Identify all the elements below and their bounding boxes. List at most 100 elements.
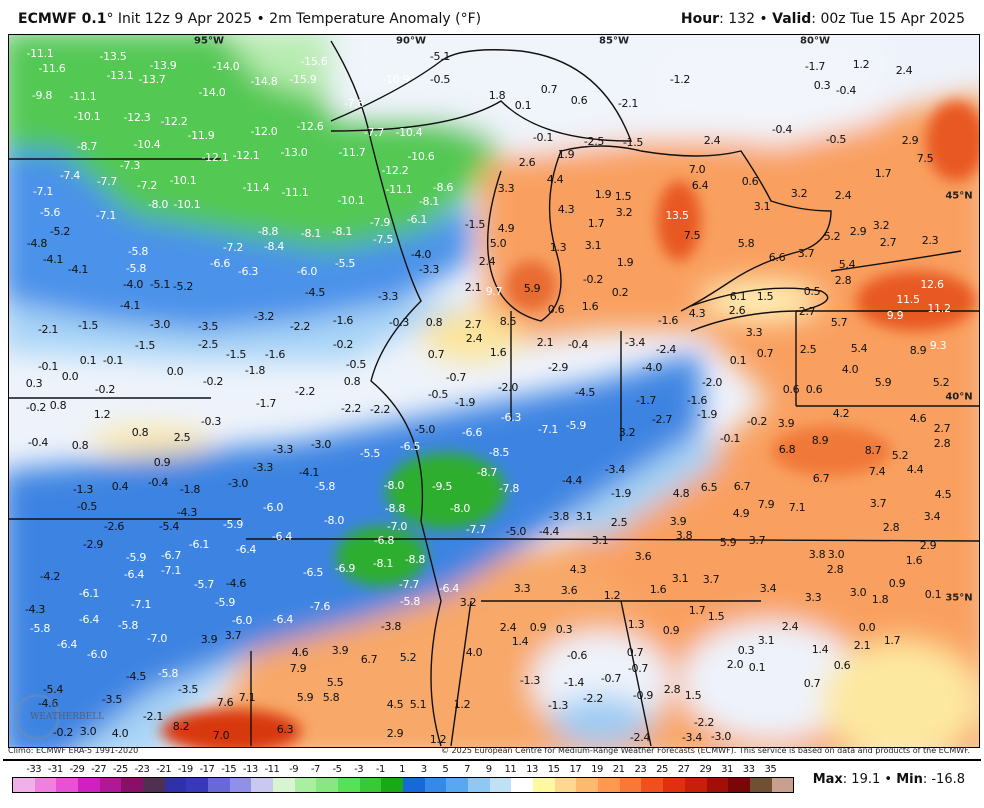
- anomaly-value-label: -7.1: [95, 209, 117, 222]
- anomaly-value-label: -5.8: [29, 622, 51, 635]
- anomaly-value-label: 0.7: [803, 677, 821, 690]
- colorbar-swatch: [641, 778, 664, 792]
- anomaly-value-label: -1.8: [179, 483, 201, 496]
- anomaly-value-label: -5.6: [39, 206, 61, 219]
- anomaly-value-label: 1.2: [453, 698, 471, 711]
- anomaly-value-label: 4.8: [672, 487, 690, 500]
- colorbar-tick-label: -13: [242, 764, 258, 775]
- anomaly-value-label: -0.2: [582, 273, 604, 286]
- divider: [3, 759, 981, 761]
- anomaly-value-label: -4.4: [538, 525, 560, 538]
- graticule-label: 85°W: [599, 35, 629, 47]
- anomaly-value-label: -7.3: [119, 159, 141, 172]
- colorbar-tick-label: 21: [612, 764, 625, 775]
- anomaly-value-label: -6.3: [237, 265, 259, 278]
- anomaly-value-label: -0.2: [202, 375, 224, 388]
- anomaly-value-label: -4.1: [67, 263, 89, 276]
- anomaly-value-label: 1.6: [581, 300, 599, 313]
- anomaly-value-label: -2.1: [37, 323, 59, 336]
- colorbar-swatch: [403, 778, 425, 792]
- anomaly-value-label: 1.5: [614, 190, 632, 203]
- colorbar-tick-label: 3: [420, 764, 427, 775]
- colorbar-tick-label: 23: [634, 764, 647, 775]
- anomaly-value-label: -12.2: [381, 164, 409, 177]
- anomaly-value-label: 7.6: [216, 696, 234, 709]
- anomaly-value-label: -4.3: [24, 603, 46, 616]
- anomaly-value-label: -12.2: [160, 115, 188, 128]
- anomaly-value-label: -4.5: [125, 670, 147, 683]
- anomaly-value-label: -0.4: [771, 123, 793, 136]
- anomaly-value-label: -4.5: [574, 386, 596, 399]
- graticule-label: 40°N: [945, 391, 973, 403]
- anomaly-value-label: 2.9: [919, 539, 937, 552]
- anomaly-value-label: -5.8: [117, 619, 139, 632]
- anomaly-value-label: -8.1: [300, 227, 322, 240]
- anomaly-value-label: 1.6: [905, 554, 923, 567]
- hour-value: : 132 •: [719, 11, 773, 27]
- colorbar-swatch: [533, 778, 555, 792]
- anomaly-value-label: -10.1: [73, 110, 101, 123]
- anomaly-value-label: -1.2: [669, 73, 691, 86]
- anomaly-value-label: 2.9: [386, 727, 404, 740]
- anomaly-value-label: -0.2: [332, 338, 354, 351]
- anomaly-value-label: -2.1: [142, 710, 164, 723]
- anomaly-value-label: 1.9: [616, 256, 634, 269]
- anomaly-value-label: -6.0: [86, 648, 108, 661]
- anomaly-value-label: 3.1: [584, 239, 602, 252]
- anomaly-value-label: 1.9: [557, 148, 575, 161]
- anomaly-value-label: 0.9: [662, 624, 680, 637]
- anomaly-value-label: -1.9: [610, 487, 632, 500]
- anomaly-value-label: 1.4: [811, 643, 829, 656]
- anomaly-value-label: -0.2: [746, 415, 768, 428]
- anomaly-value-label: -7.7: [465, 523, 487, 536]
- anomaly-value-label: -12.1: [232, 149, 260, 162]
- anomaly-value-label: -3.8: [380, 620, 402, 633]
- colorbar-tick-label: -9: [289, 764, 299, 775]
- anomaly-value-label: -8.8: [257, 225, 279, 238]
- anomaly-value-label: -1.3: [519, 674, 541, 687]
- anomaly-value-label: 0.6: [833, 659, 851, 672]
- anomaly-value-label: 6.4: [691, 179, 709, 192]
- copyright-note: © 2025 European Centre for Medium-Range …: [441, 746, 970, 755]
- anomaly-value-label: -4.5: [304, 286, 326, 299]
- anomaly-value-label: -3.0: [149, 318, 171, 331]
- anomaly-value-label: -1.3: [547, 699, 569, 712]
- anomaly-value-label: 0.1: [514, 99, 532, 112]
- anomaly-value-label: -10.9: [382, 73, 410, 86]
- colorbar-swatch: [619, 778, 642, 792]
- anomaly-value-label: -11.6: [38, 62, 66, 75]
- blue-west-region: [9, 151, 471, 331]
- colorbar-swatch: [13, 778, 35, 792]
- anomaly-value-label: -4.3: [176, 506, 198, 519]
- anomaly-value-label: 0.3: [25, 377, 43, 390]
- anomaly-value-label: -11.1: [281, 186, 309, 199]
- anomaly-value-label: 1.7: [883, 634, 901, 647]
- max-min-readout: Max: 19.1 • Min: -16.8: [813, 772, 965, 787]
- anomaly-value-label: 9.7: [485, 285, 503, 298]
- colorbar-tick-label: -25: [112, 764, 128, 775]
- anomaly-value-label: -8.5: [488, 446, 510, 459]
- anomaly-value-label: -6.4: [271, 530, 293, 543]
- anomaly-value-label: -6.4: [272, 613, 294, 626]
- anomaly-value-label: 2.1: [536, 336, 554, 349]
- anomaly-value-label: -6.0: [262, 501, 284, 514]
- anomaly-value-label: 1.7: [587, 217, 605, 230]
- anomaly-value-label: 3.2: [615, 206, 633, 219]
- anomaly-value-label: -6.5: [302, 566, 324, 579]
- green-missouri-patch: [386, 453, 506, 529]
- anomaly-value-label: -4.2: [39, 570, 61, 583]
- anomaly-value-label: 0.1: [924, 588, 942, 601]
- anomaly-value-label: 0.6: [741, 175, 759, 188]
- anomaly-value-label: -15.9: [289, 73, 317, 86]
- anomaly-value-label: -12.0: [250, 125, 278, 138]
- anomaly-value-label: -0.1: [37, 360, 59, 373]
- anomaly-value-label: -7.9: [369, 216, 391, 229]
- orange-east-region: [481, 93, 979, 747]
- anomaly-value-label: -7.2: [136, 179, 158, 192]
- anomaly-value-label: -12.1: [201, 151, 229, 164]
- anomaly-value-label: -1.5: [77, 319, 99, 332]
- anomaly-value-label: 3.1: [753, 200, 771, 213]
- degree-sign: °: [106, 11, 114, 27]
- graticule-label: 95°W: [194, 35, 224, 47]
- anomaly-value-label: -8.0: [383, 479, 405, 492]
